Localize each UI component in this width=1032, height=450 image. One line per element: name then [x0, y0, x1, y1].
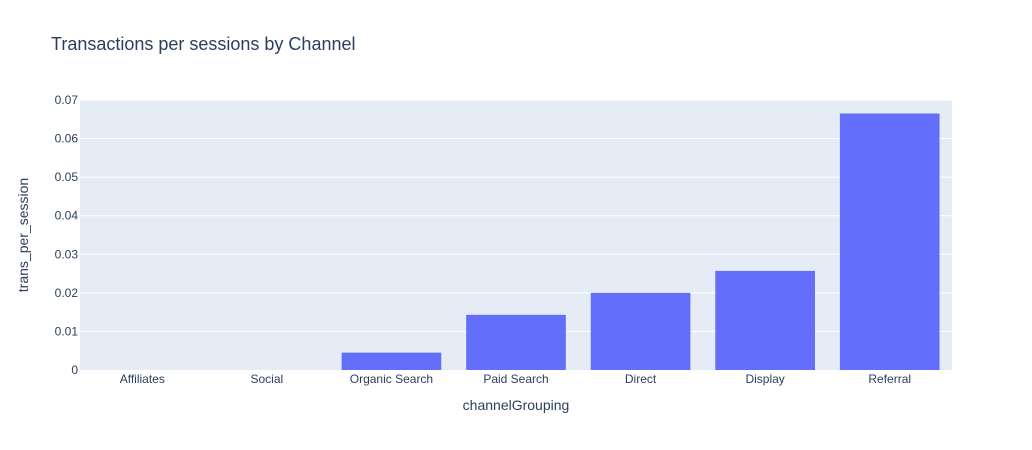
x-tick-label: Social — [251, 372, 284, 386]
x-tick-label: Direct — [625, 372, 657, 386]
x-tick-label: Organic Search — [350, 372, 433, 386]
y-tick-label: 0.07 — [55, 93, 79, 107]
bar-referral — [839, 113, 940, 370]
y-tick-label: 0 — [71, 363, 78, 377]
y-axis-title: trans_per_session — [15, 178, 31, 292]
x-tick-label: Paid Search — [483, 372, 548, 386]
y-tick-label: 0.06 — [55, 132, 79, 146]
y-tick-label: 0.04 — [55, 209, 79, 223]
bar-direct — [590, 292, 691, 370]
y-tick-label: 0.03 — [55, 247, 79, 261]
y-tick-label: 0.02 — [55, 286, 79, 300]
bar-organic-search — [341, 352, 442, 370]
y-tick-label: 0.05 — [55, 170, 79, 184]
x-tick-label: Affiliates — [120, 372, 165, 386]
bars — [341, 113, 940, 370]
x-axis-ticks: Affiliates Social Organic Search Paid Searc… — [120, 372, 911, 386]
chart-title: Transactions per sessions by Channel — [51, 34, 356, 54]
x-tick-label: Referral — [868, 372, 911, 386]
y-axis-ticks: 0 0.01 0.02 0.03 0.04 0.05 0.06 0.07 — [55, 93, 79, 377]
x-tick-label: Display — [745, 372, 784, 386]
y-tick-label: 0.01 — [55, 324, 79, 338]
x-axis-title: channelGrouping — [463, 397, 570, 413]
bar-display — [715, 270, 815, 370]
grid-lines — [80, 99, 952, 332]
bar-paid-search — [466, 314, 566, 370]
